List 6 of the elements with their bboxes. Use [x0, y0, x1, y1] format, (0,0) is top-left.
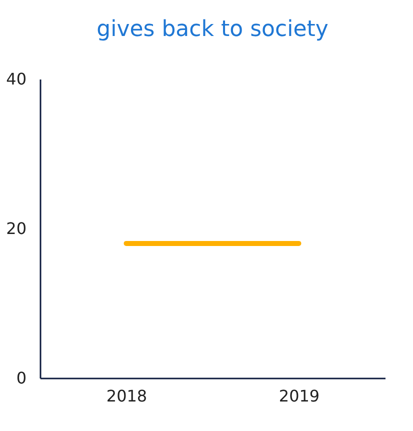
chart-title: gives back to society — [96, 17, 328, 42]
y-tick-label: 20 — [6, 219, 26, 238]
y-tick-label: 0 — [16, 368, 26, 388]
y-tick-label: 40 — [6, 70, 26, 88]
x-tick-label: 2019 — [278, 386, 320, 406]
x-tick-label: 2018 — [106, 386, 148, 406]
